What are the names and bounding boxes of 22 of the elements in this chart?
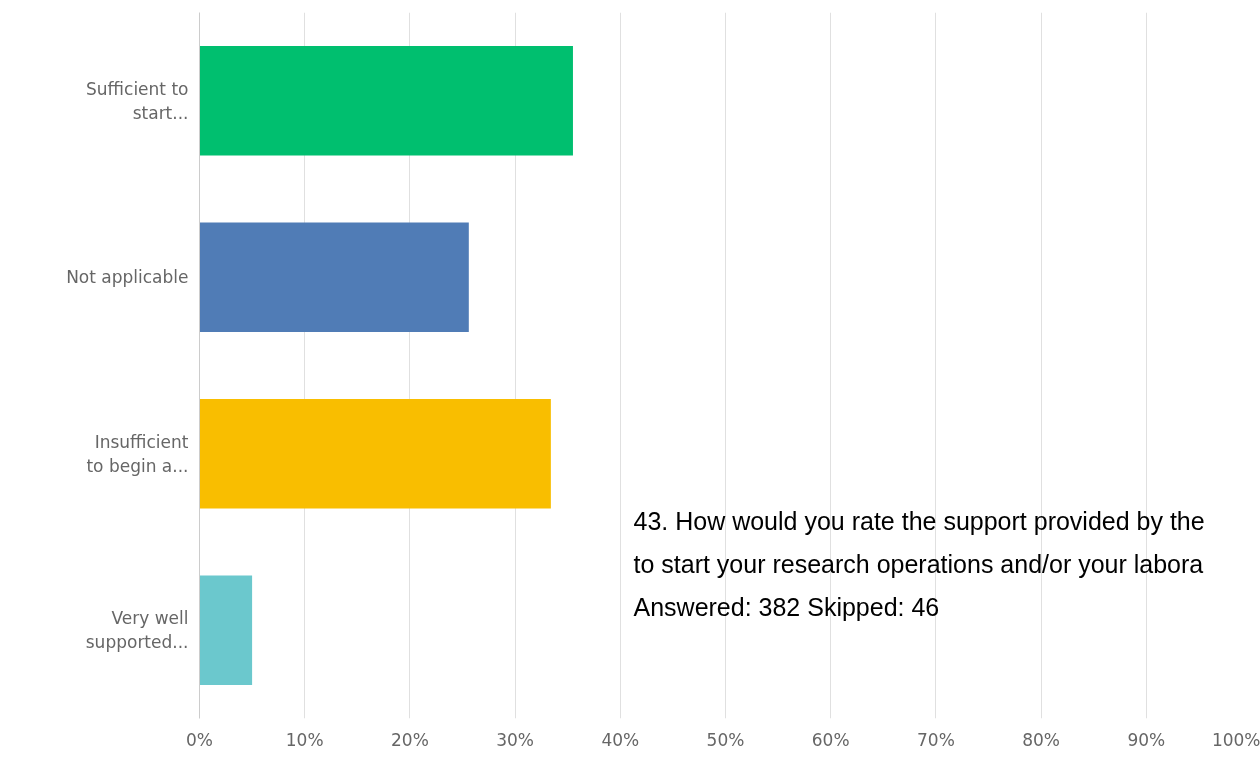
x-tick-label: 90% <box>1127 729 1166 750</box>
x-tick-label: 100% <box>1211 729 1260 750</box>
y-tick-label: Insufficient to begin a... <box>86 431 189 476</box>
x-tick-label: 10% <box>285 729 324 750</box>
x-tick-label: 70% <box>917 729 955 750</box>
x-tick-label: 60% <box>811 729 850 750</box>
x-tick-label: 80% <box>1022 729 1060 750</box>
y-tick-label: Not applicable <box>66 267 189 288</box>
x-tick-label: 50% <box>706 729 745 750</box>
x-tick-label: 20% <box>391 729 429 750</box>
x-tick-label: 40% <box>601 729 640 750</box>
annotation: to start your research operations and/or your labora <box>633 549 1204 578</box>
bar <box>199 222 469 332</box>
bar <box>199 46 573 156</box>
x-tick-label: 0% <box>186 729 213 750</box>
annotation: 43. How would you rate the support provided by the <box>633 506 1205 535</box>
y-tick-label: Sufficient to start... <box>86 78 189 123</box>
annotation: Answered: 382 Skipped: 46 <box>633 592 940 621</box>
bar <box>199 575 253 685</box>
x-tick-label: 30% <box>496 729 534 750</box>
bar <box>199 399 551 509</box>
y-tick-label: Very well supported... <box>85 608 189 653</box>
